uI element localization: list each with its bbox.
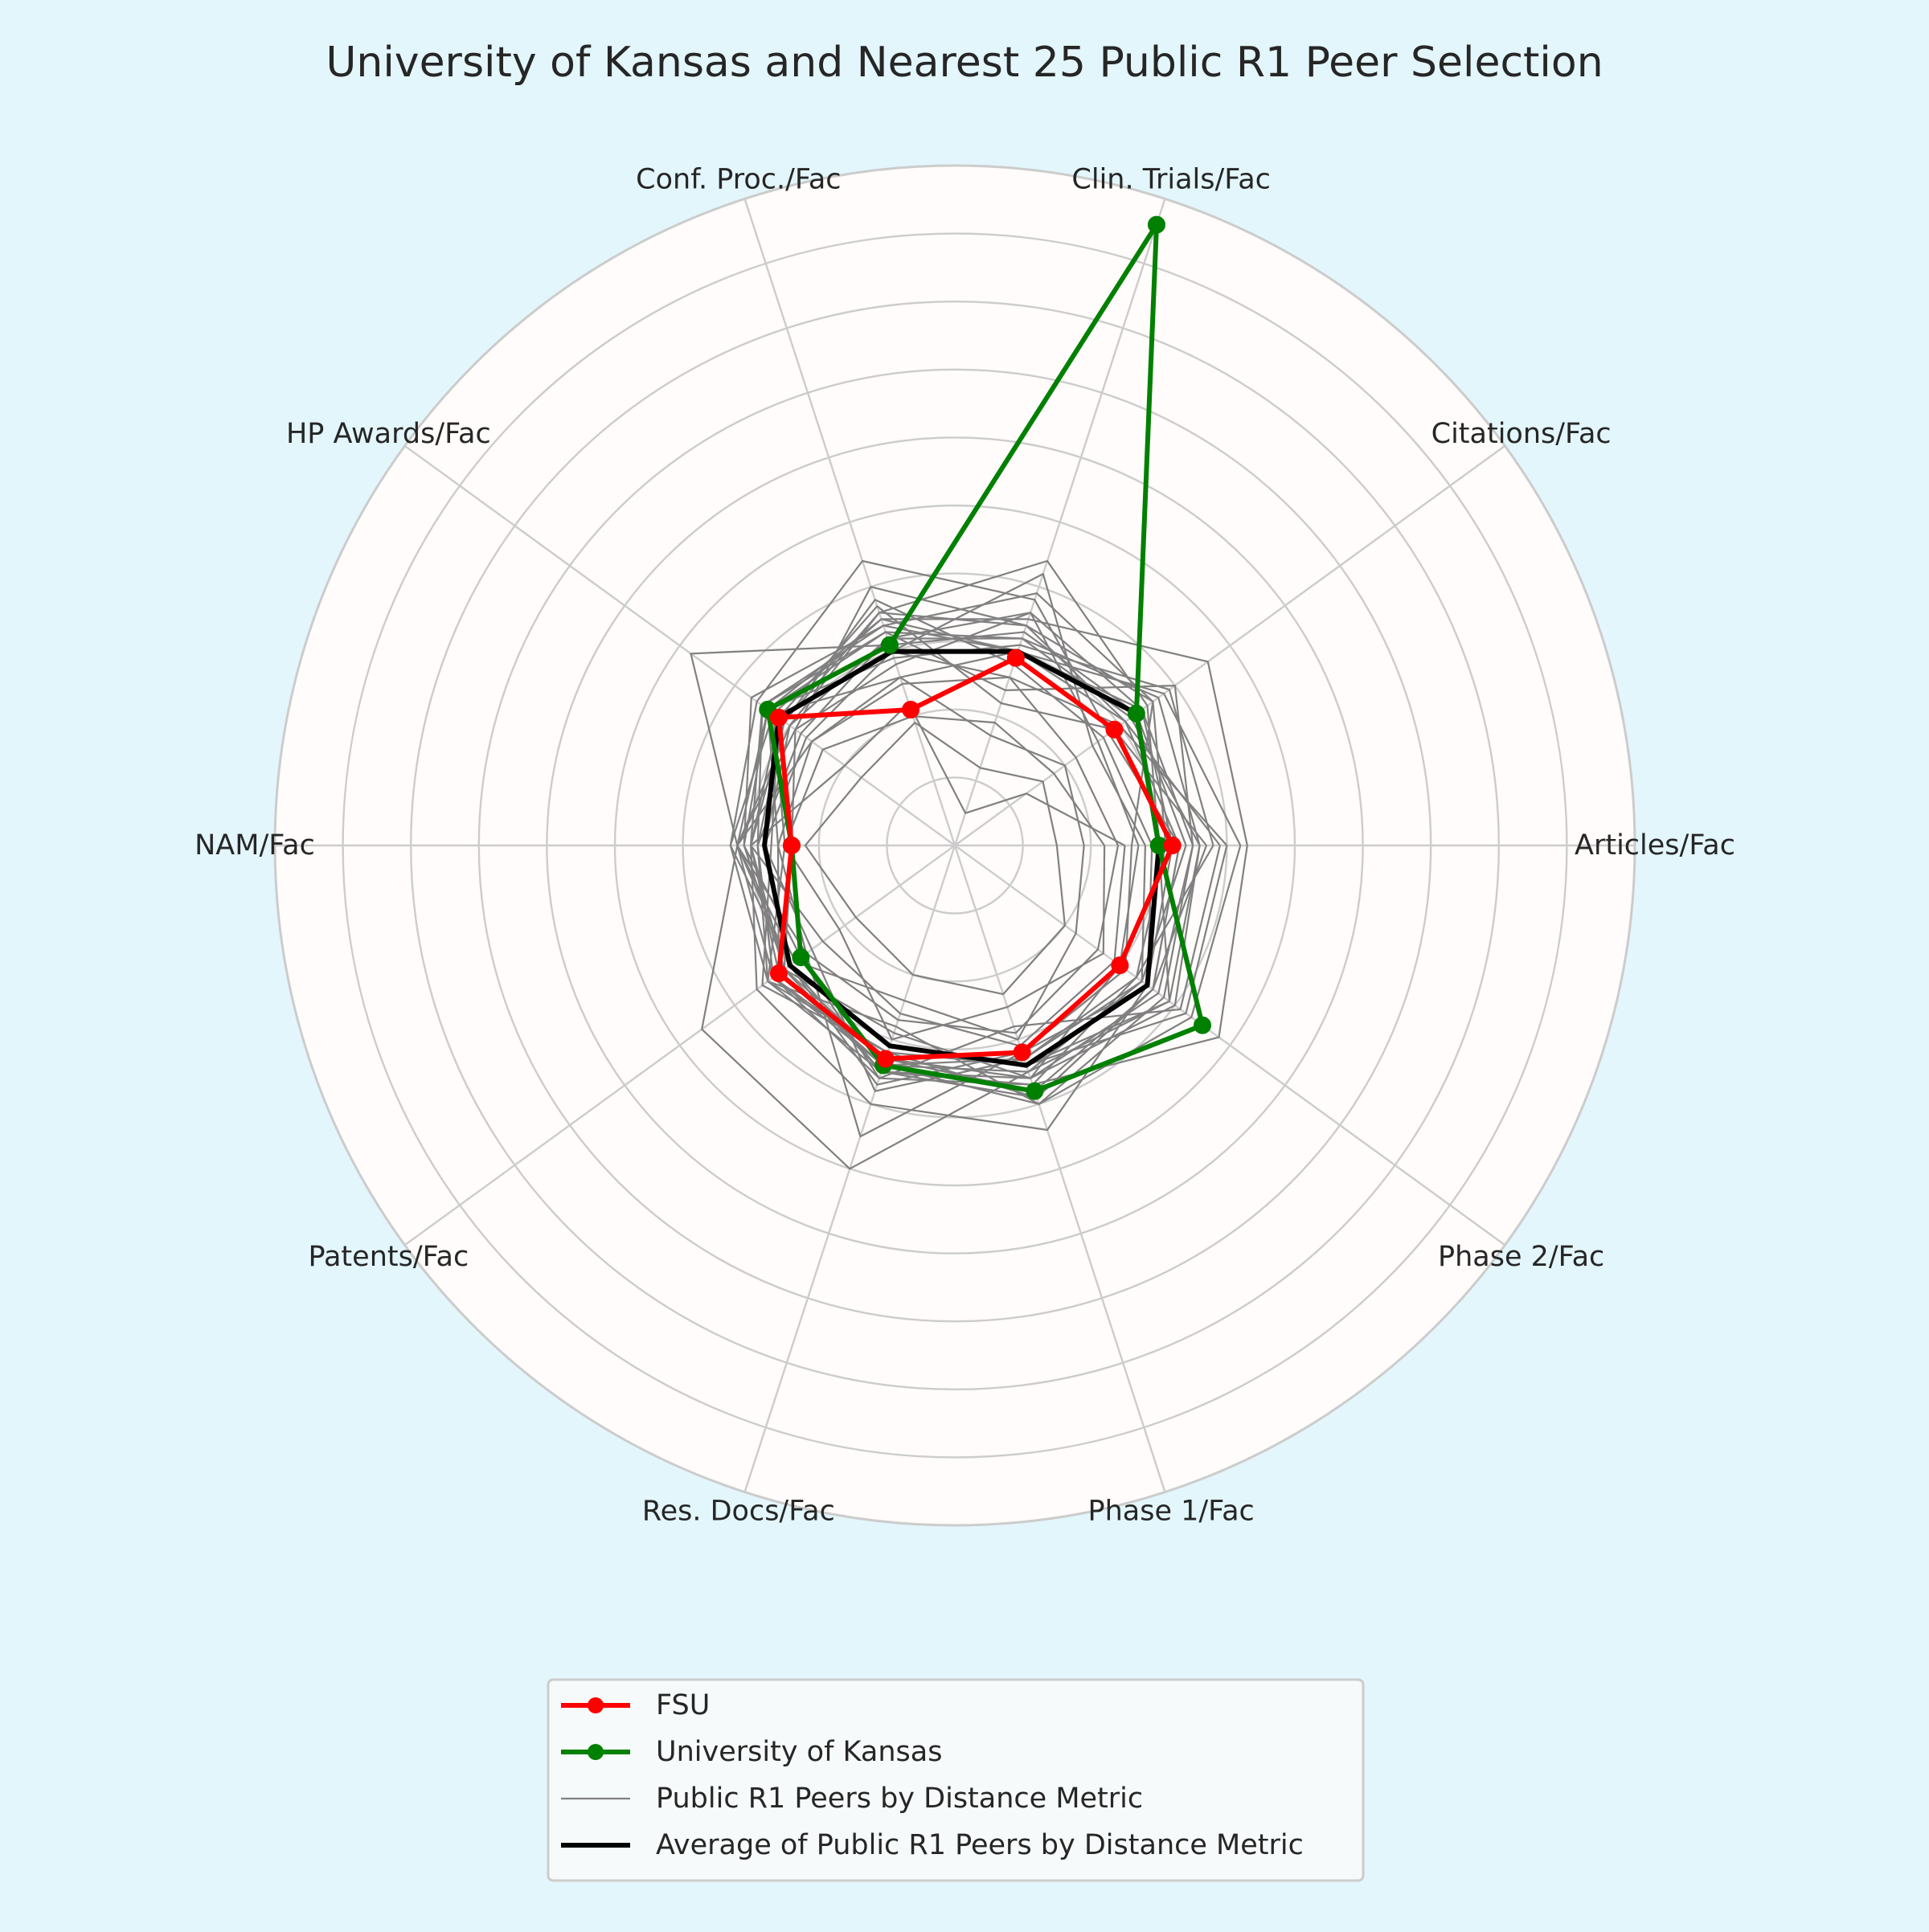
grid-spoke	[953, 845, 1166, 1492]
axis-label: HP Awards/Fac	[286, 418, 491, 450]
axis-label: Articles/Fac	[1575, 829, 1735, 862]
peer-series-line	[776, 676, 1120, 1034]
series-point	[1013, 1043, 1031, 1062]
axis-label: Patents/Fac	[308, 1241, 469, 1273]
series-point	[876, 1050, 895, 1068]
radar-grid	[275, 199, 1635, 1492]
series-layer	[690, 215, 1248, 1170]
grid-spoke	[743, 199, 956, 846]
legend-swatch-marker	[588, 1744, 604, 1760]
series-point	[769, 964, 788, 983]
peer-series-line	[761, 650, 1228, 1066]
series-point	[1111, 956, 1129, 975]
axis-label: Phase 2/Fac	[1438, 1241, 1604, 1273]
grid-spoke	[954, 444, 1506, 846]
axis-label: Res. Docs/Fac	[642, 1495, 835, 1527]
series-point	[1193, 1016, 1211, 1034]
axis-label: NAM/Fac	[195, 829, 315, 862]
series-point	[782, 837, 801, 854]
series-point	[792, 948, 810, 967]
axis-label: Citations/Fac	[1431, 418, 1612, 450]
legend: FSU University of Kansas Public R1 Peers b…	[547, 1678, 1365, 1882]
axis-label: Clin. Trials/Fac	[1071, 164, 1270, 196]
peer-series-line	[743, 592, 1167, 1086]
chart-title: University of Kansas and Nearest 25 Publ…	[326, 39, 1603, 87]
legend-swatch-marker	[588, 1697, 604, 1713]
grid-spoke	[954, 845, 1506, 1246]
peer-series-line	[736, 631, 1201, 1073]
series-point	[769, 708, 788, 727]
series-point	[1163, 837, 1182, 854]
series-point	[1006, 649, 1025, 667]
series-point	[880, 636, 899, 654]
grid-spoke	[403, 444, 956, 846]
legend-items: FSU University of Kansas Public R1 Peers b…	[561, 1689, 1304, 1861]
legend-box	[547, 1678, 1365, 1882]
grid-spoke	[403, 845, 956, 1246]
legend-label: FSU	[656, 1689, 710, 1721]
peer-series-line	[804, 721, 1067, 996]
legend-label: Average of Public R1 Peers by Distance M…	[656, 1829, 1304, 1861]
axis-labels: Articles/Fac Citations/Fac Clin. Trials/Fa…	[195, 164, 1735, 1528]
average-series-line	[762, 649, 1161, 1068]
legend-label: University of Kansas	[656, 1736, 942, 1768]
series-point	[902, 701, 920, 719]
peer-series-line	[756, 612, 1181, 1099]
series-point	[1127, 704, 1145, 722]
grid-spoke	[953, 199, 1166, 846]
legend-label: Public R1 Peers by Distance Metric	[656, 1783, 1143, 1815]
series-point	[1147, 215, 1165, 234]
series-point	[1105, 720, 1124, 739]
axis-label: Phase 1/Fac	[1087, 1495, 1254, 1527]
axis-label: Conf. Proc./Fac	[636, 164, 841, 196]
series-point	[1026, 1082, 1044, 1100]
